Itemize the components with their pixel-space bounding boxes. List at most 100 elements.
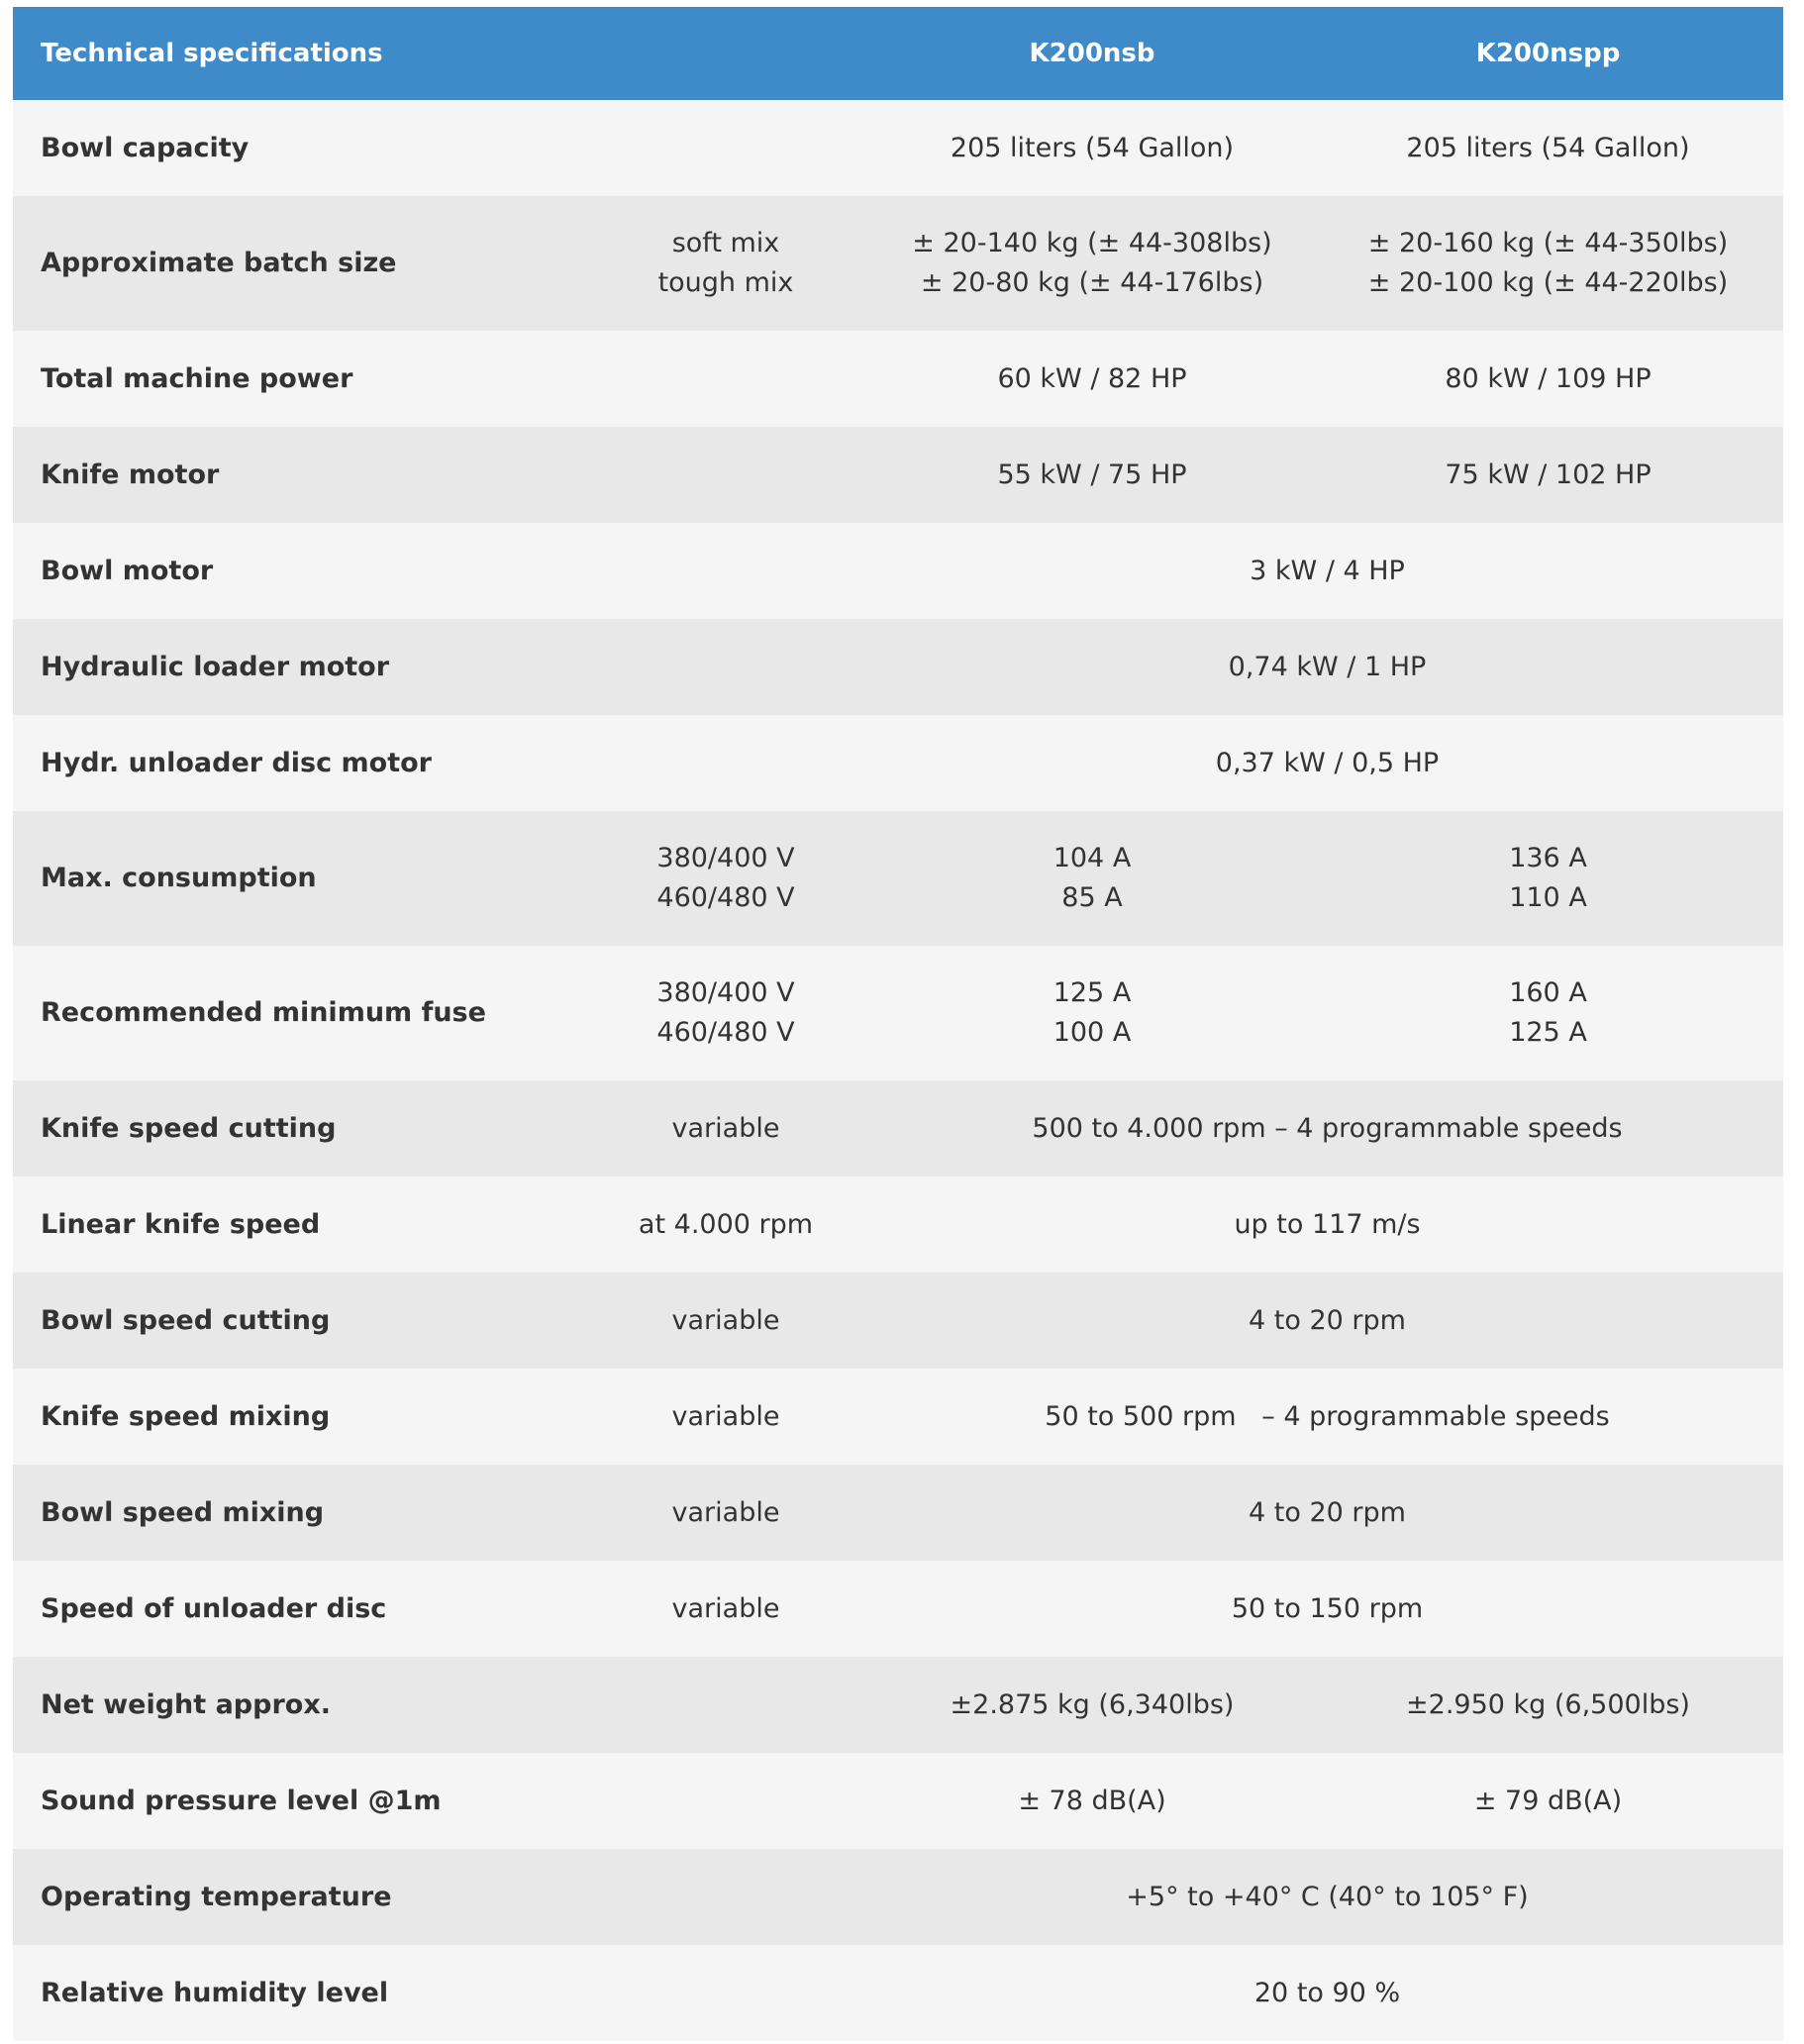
cell-line: 104 A	[1052, 843, 1132, 873]
spec-value: ±2.950 kg (6,500lbs)	[1313, 1657, 1783, 1753]
spec-value: ± 20-140 kg (± 44-308lbs) ± 20-80 kg (± 4…	[871, 196, 1313, 331]
spec-condition	[580, 619, 871, 715]
spec-value: 75 kW / 102 HP	[1313, 427, 1783, 523]
spec-label: Bowl capacity	[13, 100, 580, 196]
cell-text: variable	[671, 1496, 780, 1528]
spec-row: Knife speed mixing variable 50 to 500 rpm …	[13, 1369, 1783, 1465]
cell-line: 125 A	[1052, 977, 1132, 1008]
spec-row: Net weight approx. ±2.875 kg (6,340lbs) ±2…	[13, 1657, 1783, 1753]
spec-row: Speed of unloader disc variable 50 to 150 …	[13, 1561, 1783, 1657]
cell-line: 380/400 V	[656, 977, 795, 1008]
header-cell: K200nsb	[871, 7, 1313, 100]
spec-label: Linear knife speed	[13, 1176, 580, 1273]
spec-row: Recommended minimum fuse 380/400 V 460/480…	[13, 946, 1783, 1080]
spec-condition: variable	[580, 1561, 871, 1657]
spec-condition: 380/400 V 460/480 V	[580, 811, 871, 946]
spec-value: 125 A 100 A	[871, 946, 1313, 1080]
cell-line: soft mix	[671, 228, 780, 258]
spec-value: 205 liters (54 Gallon)	[1313, 100, 1783, 196]
table-body: Bowl capacity 205 liters (54 Gallon) 205 l…	[13, 100, 1783, 2041]
spec-condition	[580, 1945, 871, 2041]
spec-value: 500 to 4.000 rpm – 4 programmable speeds	[871, 1080, 1783, 1176]
spec-value: 160 A 125 A	[1313, 946, 1783, 1080]
spec-condition	[580, 427, 871, 523]
cell-line: 125 A	[1509, 1017, 1587, 1048]
header-cell: Technical specifications	[13, 7, 871, 100]
cell-line: 460/480 V	[656, 1017, 795, 1048]
spec-condition	[580, 1753, 871, 1849]
cell-line: 160 A	[1509, 977, 1587, 1008]
spec-value: 0,37 kW / 0,5 HP	[871, 715, 1783, 811]
spec-table: Technical specifications K200nsb K200nspp …	[13, 7, 1783, 2041]
spec-row: Knife speed cutting variable 500 to 4.000 …	[13, 1080, 1783, 1176]
spec-value: ±2.875 kg (6,340lbs)	[871, 1657, 1313, 1753]
cell-text: 75 kW / 102 HP	[1445, 459, 1652, 490]
spec-condition: variable	[580, 1273, 871, 1369]
spec-row: Bowl speed mixing variable 4 to 20 rpm	[13, 1465, 1783, 1561]
cell-text: ± 78 dB(A)	[1018, 1785, 1166, 1816]
cell-text: variable	[671, 1400, 780, 1432]
spec-row: Hydr. unloader disc motor 0,37 kW / 0,5 H…	[13, 715, 1783, 811]
cell-text: 205 liters (54 Gallon)	[950, 132, 1235, 163]
spec-condition	[580, 100, 871, 196]
cell-line: ± 20-100 kg (± 44-220lbs)	[1367, 267, 1729, 298]
spec-value: 55 kW / 75 HP	[871, 427, 1313, 523]
cell-text: 50 to 500 rpm – 4 programmable speeds	[1045, 1400, 1610, 1432]
cell-text: 60 kW / 82 HP	[997, 362, 1187, 394]
spec-value: 60 kW / 82 HP	[871, 331, 1313, 427]
spec-condition	[580, 1657, 871, 1753]
spec-condition: variable	[580, 1080, 871, 1176]
spec-value: ± 20-160 kg (± 44-350lbs) ± 20-100 kg (± …	[1313, 196, 1783, 331]
cell-text: 500 to 4.000 rpm – 4 programmable speeds	[1032, 1112, 1623, 1144]
spec-label: Speed of unloader disc	[13, 1561, 580, 1657]
cell-line: tough mix	[657, 267, 794, 298]
spec-row: Linear knife speed at 4.000 rpm up to 117 …	[13, 1176, 1783, 1273]
cell-text: up to 117 m/s	[1234, 1208, 1421, 1240]
spec-label: Max. consumption	[13, 811, 580, 946]
spec-value: 136 A 110 A	[1313, 811, 1783, 946]
spec-condition: variable	[580, 1369, 871, 1465]
cell-line: ± 20-80 kg (± 44-176lbs)	[920, 267, 1264, 298]
spec-label: Recommended minimum fuse	[13, 946, 580, 1080]
cell-text: variable	[671, 1112, 780, 1144]
spec-value: up to 117 m/s	[871, 1176, 1783, 1273]
spec-label: Bowl speed cutting	[13, 1273, 580, 1369]
spec-label: Knife speed mixing	[13, 1369, 580, 1465]
spec-label: Approximate batch size	[13, 196, 580, 331]
spec-condition	[580, 523, 871, 619]
spec-condition	[580, 715, 871, 811]
cell-text: 0,37 kW / 0,5 HP	[1215, 747, 1440, 778]
cell-line: ± 20-140 kg (± 44-308lbs)	[912, 228, 1272, 258]
cell-text: 205 liters (54 Gallon)	[1406, 132, 1690, 163]
spec-value: 0,74 kW / 1 HP	[871, 619, 1783, 715]
spec-row: Max. consumption 380/400 V 460/480 V 104 A 8…	[13, 811, 1783, 946]
cell-text: 4 to 20 rpm	[1249, 1304, 1406, 1336]
cell-text: ±2.875 kg (6,340lbs)	[950, 1688, 1235, 1720]
cell-text: variable	[671, 1304, 780, 1336]
cell-line: 85 A	[1061, 882, 1123, 913]
cell-text: 4 to 20 rpm	[1249, 1496, 1406, 1528]
cell-text: 80 kW / 109 HP	[1445, 362, 1652, 394]
cell-text: 50 to 150 rpm	[1231, 1592, 1424, 1624]
spec-value: ± 79 dB(A)	[1313, 1753, 1783, 1849]
spec-label: Relative humidity level	[13, 1945, 580, 2041]
spec-condition	[580, 331, 871, 427]
cell-text: variable	[671, 1592, 780, 1624]
cell-text: 20 to 90 %	[1253, 1977, 1401, 2008]
spec-row: Operating temperature +5° to +40° C (40° …	[13, 1849, 1783, 1945]
spec-row: Relative humidity level 20 to 90 %	[13, 1945, 1783, 2041]
spec-row: Hydraulic loader motor 0,74 kW / 1 HP	[13, 619, 1783, 715]
spec-row: Bowl motor 3 kW / 4 HP	[13, 523, 1783, 619]
spec-value: 4 to 20 rpm	[871, 1273, 1783, 1369]
cell-line: 100 A	[1052, 1017, 1132, 1048]
spec-row: Knife motor 55 kW / 75 HP 75 kW / 102 HP	[13, 427, 1783, 523]
spec-condition: at 4.000 rpm	[580, 1176, 871, 1273]
spec-value: 3 kW / 4 HP	[871, 523, 1783, 619]
spec-label: Net weight approx.	[13, 1657, 580, 1753]
spec-value: 50 to 150 rpm	[871, 1561, 1783, 1657]
spec-row: Total machine power 60 kW / 82 HP 80 kW / …	[13, 331, 1783, 427]
header-cell: K200nspp	[1313, 7, 1783, 100]
spec-condition	[580, 1849, 871, 1945]
spec-label: Sound pressure level @1m	[13, 1753, 580, 1849]
